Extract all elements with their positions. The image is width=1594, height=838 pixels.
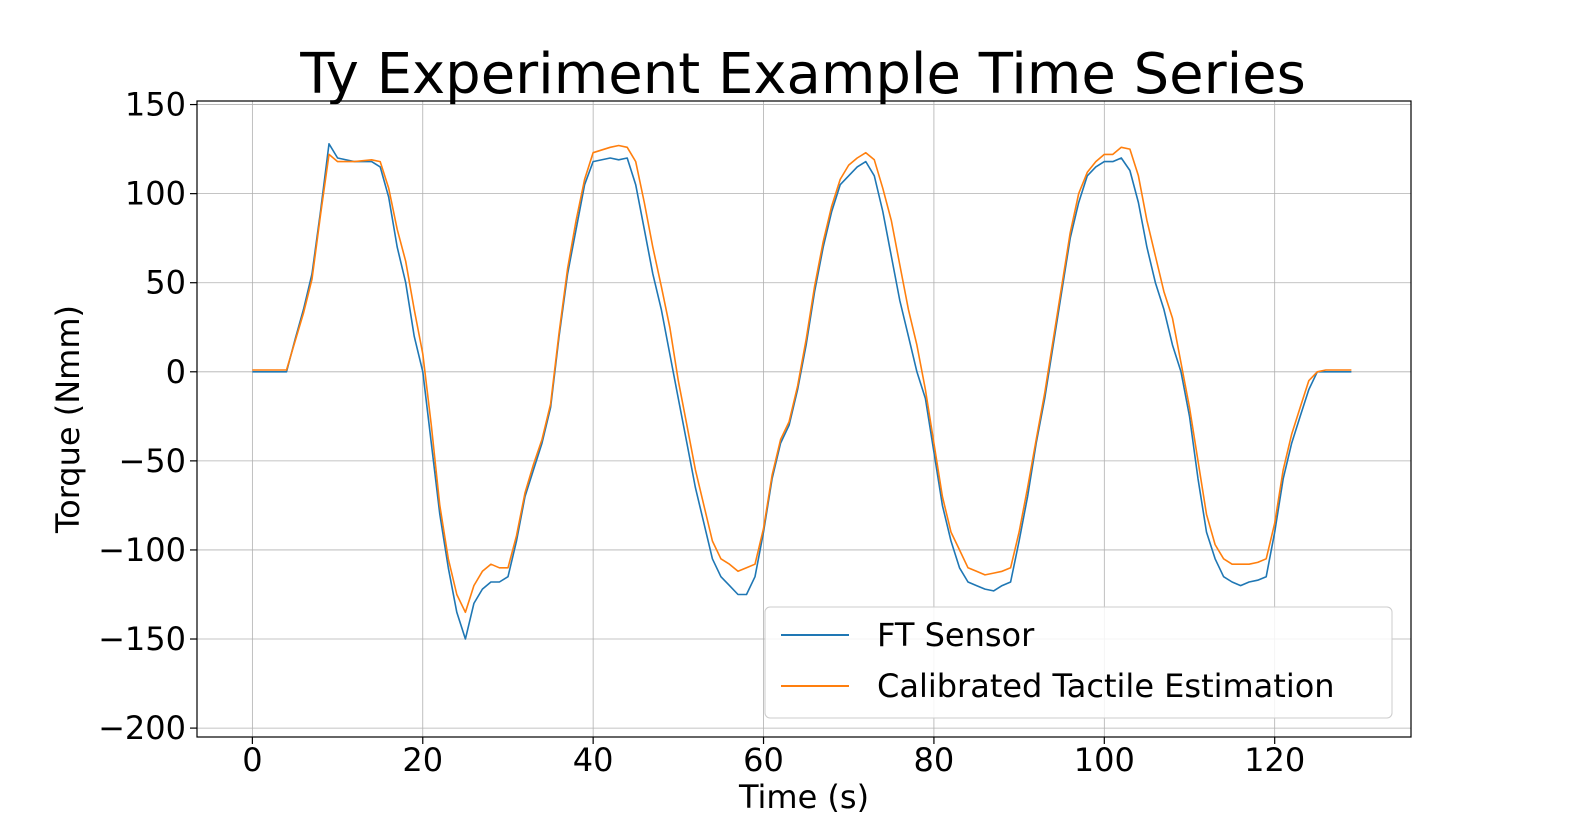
x-tick-label: 40 (573, 741, 614, 779)
x-tick-label: 100 (1074, 741, 1135, 779)
y-tick-label: −100 (98, 531, 186, 569)
series-line-ft-sensor (252, 143, 1352, 640)
y-axis-ticks: 150 100 50 0 −50 −100 −150 −200 (98, 86, 197, 747)
y-tick-label: 50 (145, 264, 186, 302)
x-tick-label: 20 (402, 741, 443, 779)
x-tick-label: 60 (743, 741, 784, 779)
y-tick-label: 100 (125, 175, 186, 213)
series-line-calibrated-tactile (252, 144, 1352, 614)
legend-label-ft-sensor: FT Sensor (877, 616, 1035, 654)
x-tick-label: 0 (242, 741, 262, 779)
legend-box (764, 606, 1393, 719)
y-tick-label: −50 (118, 442, 186, 480)
y-tick-label: 0 (166, 353, 186, 391)
x-tick-label: 120 (1244, 741, 1305, 779)
y-tick-label: −200 (98, 709, 186, 747)
x-axis-label: Time (s) (738, 778, 869, 816)
y-tick-label: −150 (98, 620, 186, 658)
x-tick-label: 80 (914, 741, 955, 779)
x-axis-ticks: 0 20 40 60 80 100 120 (242, 737, 1305, 779)
y-tick-label: 150 (125, 86, 186, 124)
series-layer (252, 143, 1352, 640)
legend: FT Sensor Calibrated Tactile Estimation (764, 606, 1393, 719)
plot-frame (196, 100, 1412, 738)
y-axis-label: Torque (Nmm) (49, 305, 87, 534)
legend-label-calibrated-tactile: Calibrated Tactile Estimation (877, 667, 1335, 705)
chart-title: Ty Experiment Example Time Series (299, 42, 1306, 107)
